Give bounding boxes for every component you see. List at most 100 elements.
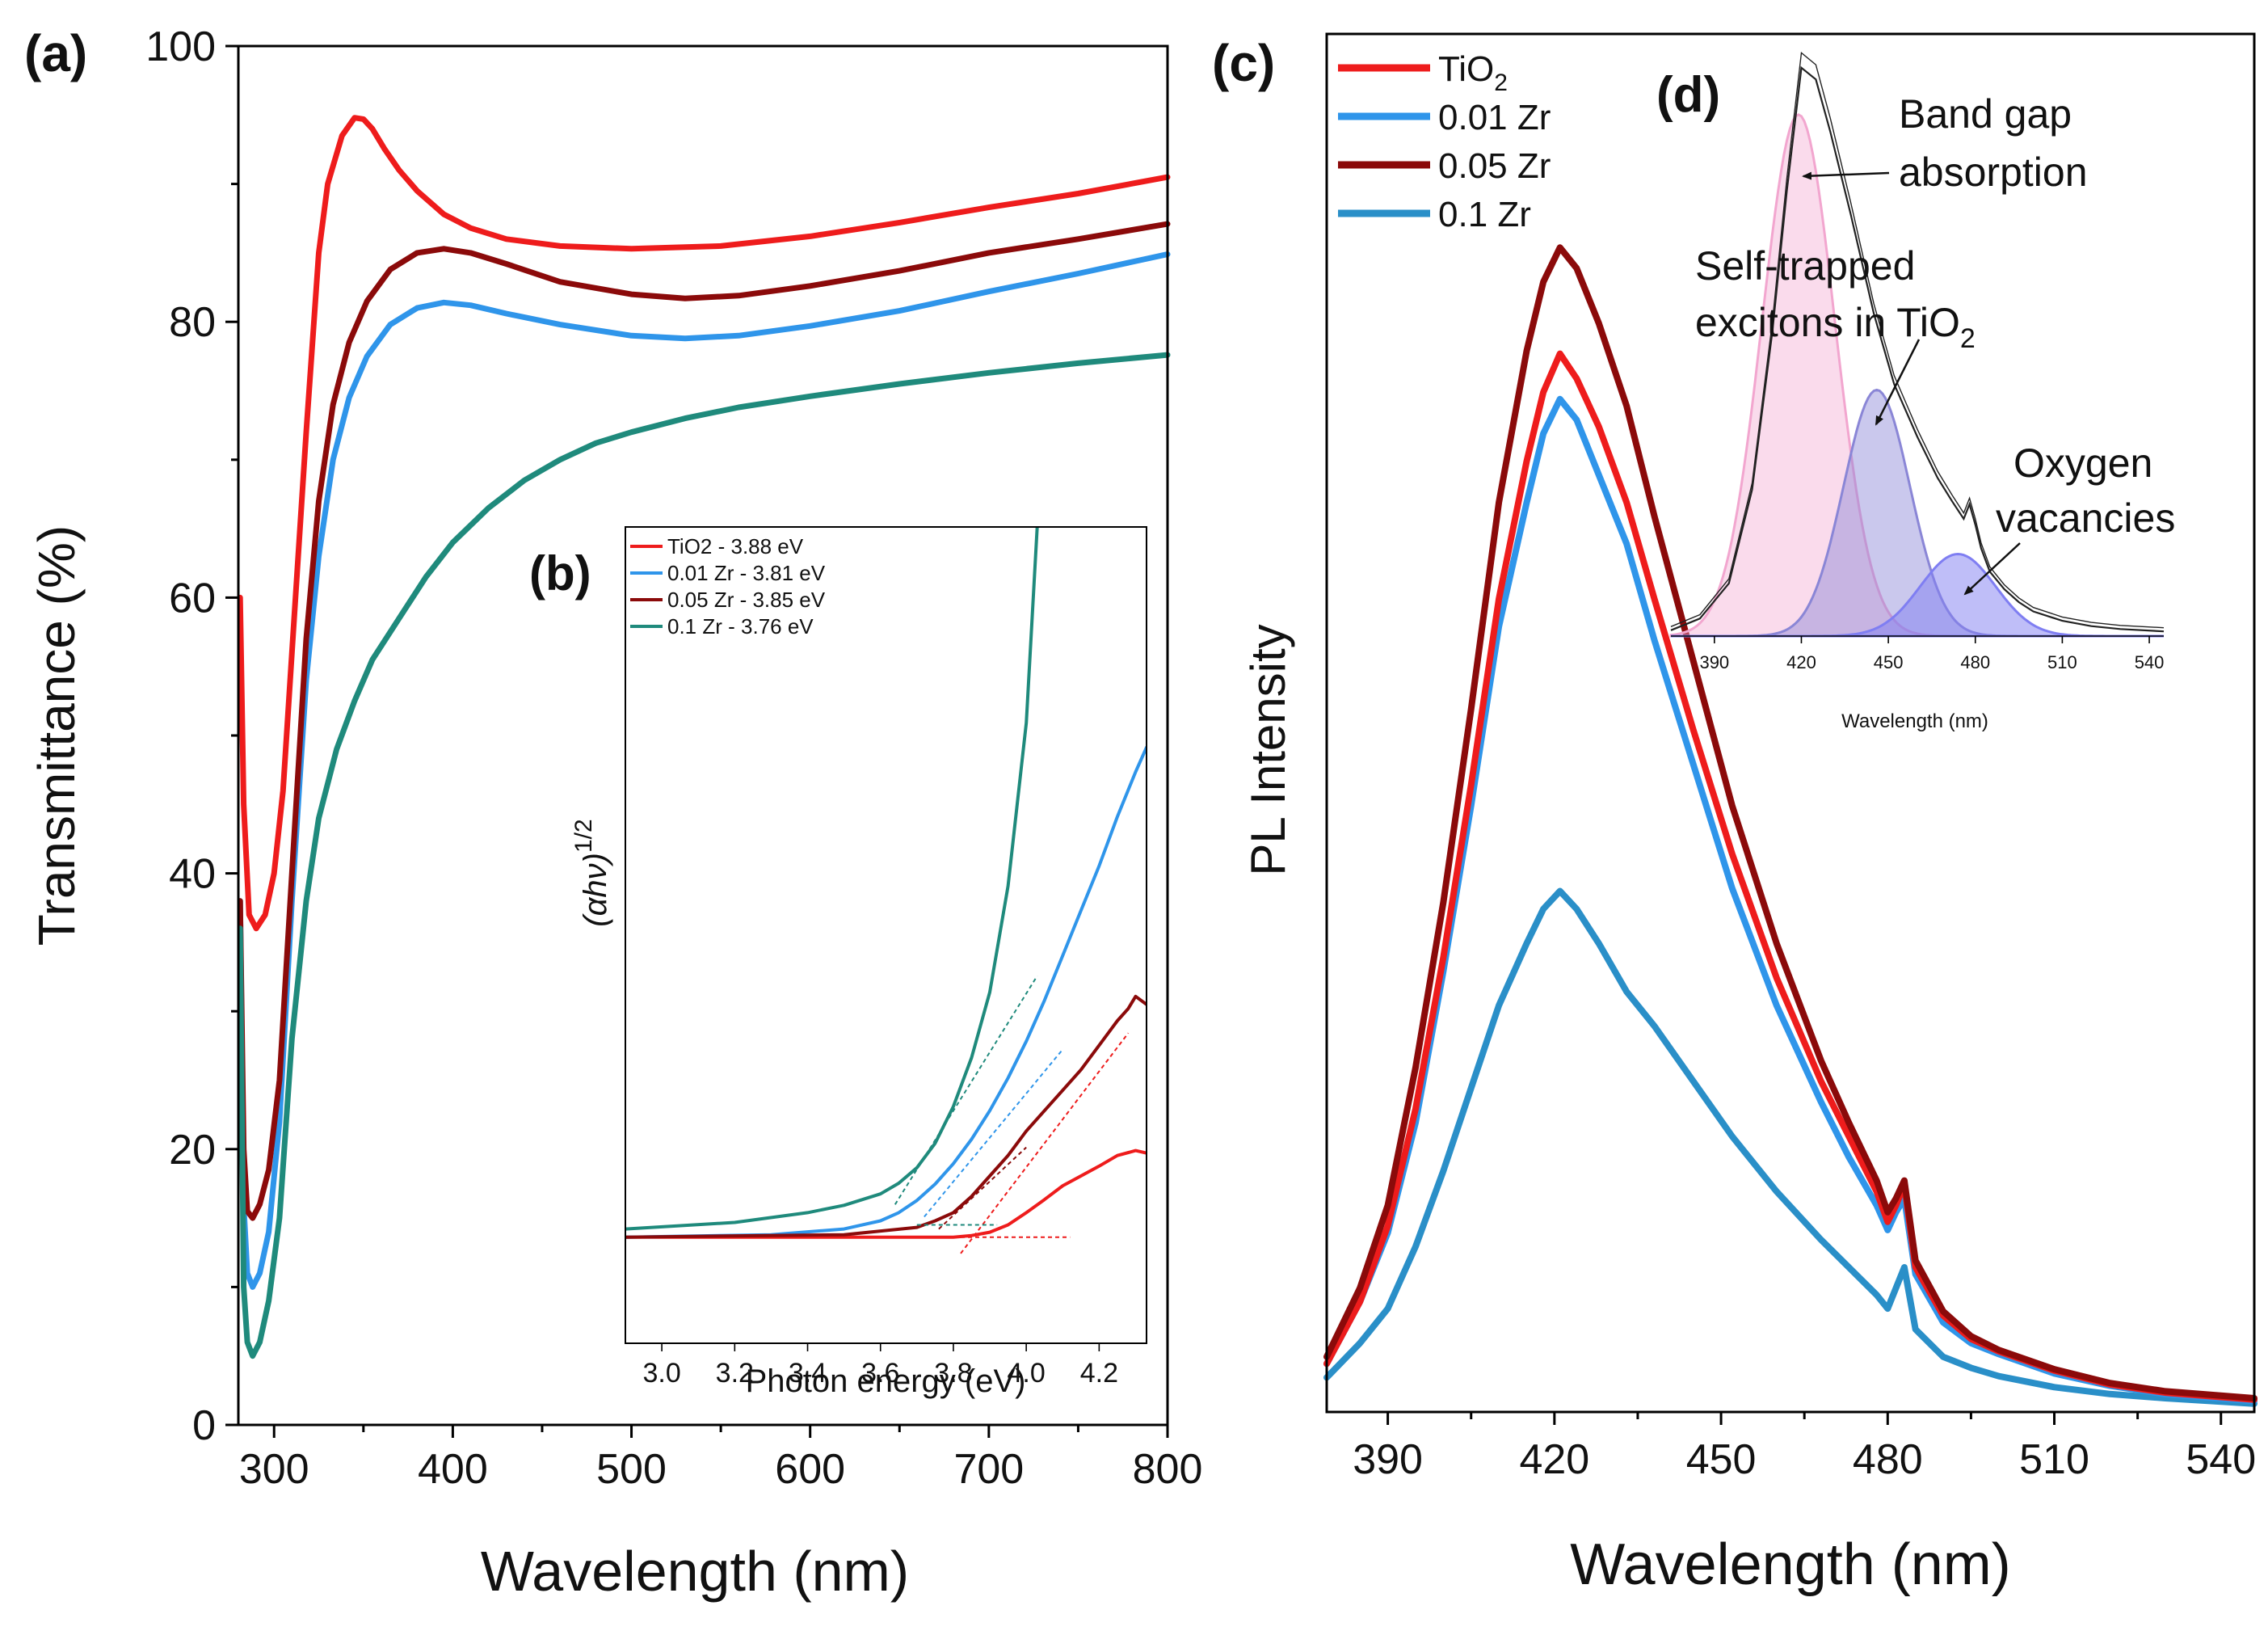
panel-c-x-tick-label: 450 [1686,1436,1757,1483]
annotation-band-gap-arrow [1802,171,1890,180]
annotation-band-gap-line1: Band gap [1899,91,2072,137]
panel-c-series-0-05-zr [1323,244,2257,1401]
panel-b-series [625,527,1147,1239]
panel-d-x-tick-label: 450 [1874,652,1904,672]
panel-a-series [237,115,1171,1359]
annotation-oxygen-vacancies: Oxygen vacancies [1963,440,2175,596]
panel-b-x-tick-label: 3.6 [861,1358,899,1389]
panel-c-x-tick-label: 390 [1353,1436,1423,1483]
panel-c-legend-text: TiO [1438,49,1494,89]
panel-a-y-tick-label: 20 [169,1127,216,1174]
panel-c-y-axis-title: PL Intensity [1241,624,1295,875]
panel-b-x-tick-label: 3.2 [716,1358,754,1389]
panel-c-series-0-01-zr [1323,395,2257,1405]
panel-b-x-tick-label: 3.0 [642,1358,680,1389]
panel-b-fit-lines [894,975,1130,1254]
panel-c-series [1323,244,2257,1407]
panel-c-x-tick-label: 540 [2186,1436,2256,1483]
panel-a-x-tick-label: 600 [775,1446,845,1493]
panel-a-x-ticks: 300 400 500 600 700 800 [239,1425,1203,1493]
panel-c-series-0-1-zr [1323,887,2257,1407]
panel-a-x-tick-label: 300 [239,1446,309,1493]
panel-b-x-tick-label: 4.2 [1080,1358,1118,1389]
panel-a-series-0-1-zr [237,352,1171,1359]
panel-d-envelope [1670,51,2165,633]
panel-b-legend-entry: TiO2 - 3.88 eV [667,534,804,558]
panel-a: 300 400 500 600 700 800 0 20 40 60 80 100 (a) Wave… [24,23,1202,1603]
panel-d-x-tick-label: 540 [2135,652,2165,672]
panel-c: 390 420 450 480 510 540 (c) Wavelength (nm) P… [1212,32,2257,1597]
panel-a-y-tick-label: 100 [145,23,216,70]
panel-d-envelope-line [1670,65,2165,633]
annotation-oxygen-line1: Oxygen [2013,440,2152,486]
panel-c-x-tick-label: 510 [2019,1436,2089,1483]
annotation-self-trapped: Self-trapped excitons in TiO2 [1695,243,1976,426]
panel-c-legend-entry: 0.1 Zr [1438,195,1531,234]
panel-b-x-tick-label: 3.4 [789,1358,827,1389]
panel-a-label: (a) [24,24,87,82]
panel-b-label: (b) [529,546,591,601]
panel-d-x-axis-title: Wavelength (nm) [1841,710,1988,732]
panel-a-series-tio2 [237,115,1171,932]
panel-d-label: (d) [1656,67,1720,123]
panel-b-series-0-1-zr [625,527,1039,1231]
panel-c-legend-entry: 0.05 Zr [1438,146,1551,186]
panel-c-legend-entry: TiO2 [1438,49,1508,96]
panel-c-legend-text: 0.01 Zr [1438,98,1551,137]
panel-d-x-ticks: 390 420 450 480 510 540 [1699,636,2164,672]
panel-d: 390 420 450 480 510 540 (d) Wavelength (nm) B… [1656,51,2175,732]
panel-a-y-tick-label: 0 [192,1402,216,1449]
panel-b-fit-line [894,975,1038,1205]
panel-a-x-tick-label: 500 [596,1446,667,1493]
panel-b-legend-entry: 0.05 Zr - 3.85 eV [667,588,826,612]
panel-b-legend: TiO2 - 3.88 eV 0.01 Zr - 3.81 eV 0.05 Zr -… [630,534,826,638]
panel-b-frame [625,526,1147,1344]
panel-c-x-tick-label: 420 [1519,1436,1589,1483]
panel-a-x-axis-title: Wavelength (nm) [481,1540,909,1603]
annotation-oxygen-line2: vacancies [1996,495,2175,541]
annotation-self-trapped-arrow [1875,339,1921,426]
panel-b: 3.0 3.2 3.4 3.6 3.8 4.0 4.2 (b) Photon energy … [529,526,1147,1399]
panel-b-legend-entry: 0.1 Zr - 3.76 eV [667,614,814,638]
annotation-band-gap: Band gap absorption [1802,91,2088,195]
panel-c-label: (c) [1212,34,1275,92]
panel-b-fit-line [960,1032,1130,1254]
panel-c-x-ticks: 390 420 450 480 510 540 [1353,1412,2256,1483]
panel-b-y-axis-title: (αhν)1/2 [570,819,613,926]
annotation-band-gap-line2: absorption [1899,150,2088,195]
panel-a-y-ticks: 0 20 40 60 80 100 [145,23,238,1449]
panel-a-y-tick-label: 80 [169,299,216,346]
panel-d-x-tick-label: 510 [2047,652,2077,672]
panel-a-series-0-05-zr [237,221,1171,1221]
panel-c-legend-text: 0.05 Zr [1438,146,1551,186]
panel-a-y-tick-label: 60 [169,575,216,622]
panel-a-y-axis-title: Transmittance (%) [27,525,86,946]
panel-b-x-axis-title: Photon energy (eV) [746,1363,1026,1399]
panel-a-y-tick-label: 40 [169,851,216,898]
panel-d-x-tick-label: 480 [1960,652,1990,672]
panel-c-legend-subscript: 2 [1494,70,1508,96]
panel-b-series-0-01-zr [625,745,1147,1239]
panel-a-series-0-01-zr [237,251,1171,1290]
annotation-self-trapped-line2: excitons in TiO2 [1695,300,1976,354]
panel-b-series-tio2 [625,1148,1147,1239]
panel-c-legend-entry: 0.01 Zr [1438,98,1551,137]
panel-a-x-tick-label: 700 [953,1446,1024,1493]
panel-b-x-tick-label: 3.8 [934,1358,972,1389]
panel-b-series-0-05-zr [625,994,1147,1239]
panel-c-x-axis-title: Wavelength (nm) [1570,1532,2011,1597]
panel-b-x-tick-label: 4.0 [1008,1358,1046,1389]
panel-b-legend-entry: 0.01 Zr - 3.81 eV [667,561,826,585]
panel-d-x-tick-label: 390 [1699,652,1729,672]
panel-a-x-tick-label: 800 [1133,1446,1203,1493]
panel-b-fit-line [938,1146,1027,1230]
panel-b-x-ticks: 3.0 3.2 3.4 3.6 3.8 4.0 4.2 [642,1343,1118,1389]
panel-a-x-tick-label: 400 [418,1446,488,1493]
panel-c-legend-text: 0.1 Zr [1438,195,1531,234]
panel-c-x-tick-label: 480 [1853,1436,1923,1483]
annotation-self-trapped-line1: Self-trapped [1695,243,1915,289]
annotation-oxygen-arrow [1963,542,2021,596]
panel-d-envelope-line-2 [1670,51,2165,629]
